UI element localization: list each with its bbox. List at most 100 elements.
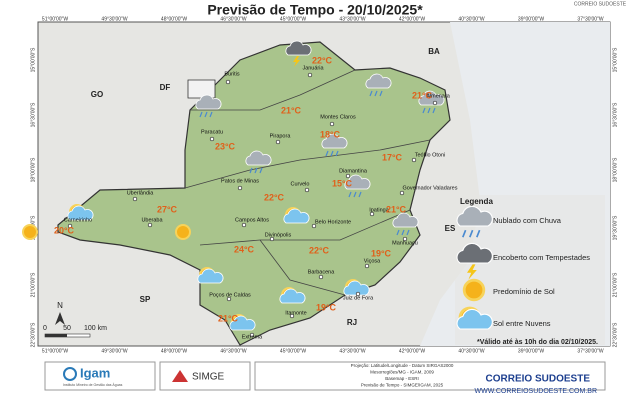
city-dot (67, 223, 73, 229)
bolt (467, 264, 477, 280)
city-label: Almenara (426, 93, 450, 99)
cloud (283, 208, 310, 224)
lon-label: 39°00'00"W (518, 348, 544, 354)
weather-icon (229, 314, 256, 331)
weather-icon (195, 94, 222, 118)
state-label: GO (91, 90, 103, 99)
lon-label: 46°30'00"W (220, 348, 246, 354)
lon-label: 40°30'00"W (458, 16, 484, 22)
city-dot (289, 313, 295, 319)
sun (462, 278, 486, 302)
city-label: Patos de Minas (221, 178, 259, 184)
rain (462, 229, 481, 238)
rain (396, 229, 410, 236)
weather-icon (67, 204, 94, 221)
scale-label: 100 km (84, 325, 107, 332)
lat-label: 15°00'00"S (30, 47, 36, 72)
igam-icon (63, 367, 77, 381)
city-label: Belo Horizonte (315, 219, 351, 225)
city-label: Poços de Caldas (209, 292, 251, 298)
city-label: Uberlândia (127, 190, 155, 196)
city-label: Curvelo (291, 181, 310, 187)
cloud (418, 90, 445, 106)
city-dot (307, 72, 313, 78)
watermark: CORREIO SUDOESTE (574, 1, 627, 7)
city-label: Barbacena (308, 269, 336, 275)
city-label: Ipatinga (369, 207, 390, 213)
rain (369, 90, 383, 97)
scale-label: 50 (63, 325, 71, 332)
igam-sub: Instituto Mineiro de Gestão das Águas (63, 383, 123, 387)
lat-label: 21°00'00"S (30, 272, 36, 297)
legend-item: Predomínio de Sol (493, 287, 555, 296)
city-label: Itamonte (285, 310, 306, 316)
lon-label: 45°00'00"W (280, 348, 306, 354)
lon-label: 49°30'00"W (101, 348, 127, 354)
city-dot (249, 332, 255, 338)
city-label: Campos Altos (235, 217, 269, 223)
city-dot (364, 263, 370, 269)
temperature: 20°C (54, 225, 75, 235)
city-label: Diamantina (339, 168, 368, 174)
weather-icon (197, 267, 224, 284)
lon-label: 37°30'00"W (577, 16, 603, 22)
temperature: 21°C (386, 204, 407, 214)
lon-label: 48°00'00"W (161, 348, 187, 354)
credit: Projeção: Latitude/Longitude - Datum SIR… (351, 363, 454, 368)
state-label: DF (160, 83, 171, 92)
temperature: 21°C (218, 313, 239, 323)
weather-icon (279, 287, 306, 304)
brand: CORREIO SUDOESTE (486, 374, 591, 385)
city-dot (304, 187, 310, 193)
city-dot (329, 121, 335, 127)
temperature: 24°C (234, 244, 255, 254)
lon-label: 51°00'00"W (42, 16, 68, 22)
temperature: 15°C (332, 178, 353, 188)
temperature: 21°C (412, 90, 433, 100)
weather-icon (321, 133, 348, 157)
city-dot (147, 222, 153, 228)
simge-icon (172, 370, 188, 382)
scale-bar (45, 334, 67, 337)
weather-icon (175, 224, 191, 240)
city-dot (209, 136, 215, 142)
sun (22, 224, 38, 240)
lat-label: 15°00'00"S (612, 47, 618, 72)
city-dot (318, 274, 324, 280)
lon-label: 37°30'00"W (577, 348, 603, 354)
city-label: Montes Claros (320, 114, 356, 120)
credit: Previsão de Tempo - SIMGE/IGAM, 2025 (361, 383, 444, 388)
city-dot (132, 196, 138, 202)
temperature: 17°C (382, 152, 403, 162)
credits-box (254, 361, 606, 391)
city-dot (275, 139, 281, 145)
weather-icon (462, 278, 486, 302)
cloud (344, 174, 371, 190)
rain (199, 111, 213, 118)
state-label: SP (140, 295, 151, 304)
city-label: Pirapora (270, 133, 292, 139)
city-label: Manhuaçu (392, 240, 418, 246)
city-label: Paracatu (201, 129, 223, 135)
region-border (190, 69, 356, 111)
simge-logo: SIMGE (192, 372, 225, 383)
weather-icon (456, 242, 493, 280)
lat-label: 21°00'00"S (612, 272, 618, 297)
df-box (187, 79, 216, 99)
weather-icon (392, 212, 419, 236)
north-arrow (55, 312, 65, 325)
city-dot (269, 236, 275, 242)
city-dot (432, 100, 438, 106)
rain (325, 150, 339, 157)
lon-label: 39°00'00"W (518, 16, 544, 22)
igam-logo: Igam (80, 365, 110, 380)
city-label: Carneirinho (64, 217, 92, 223)
credit: Mesorregiões/MG - IGAM, 2009 (370, 370, 434, 375)
city-label: Teófilo Otoni (415, 152, 446, 158)
cloud (67, 205, 94, 221)
temperature: 22°C (264, 192, 285, 202)
city-label: Juiz de Fora (343, 295, 374, 301)
city-label: Uberaba (141, 217, 163, 223)
lat-label: 22°30'00"S (612, 322, 618, 347)
